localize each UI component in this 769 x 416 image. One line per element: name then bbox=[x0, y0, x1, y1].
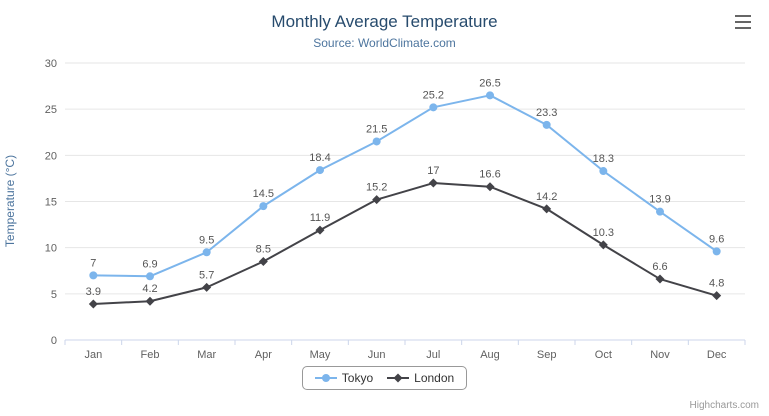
data-label-london: 16.6 bbox=[479, 169, 500, 181]
y-axis-tick-label: 10 bbox=[45, 243, 57, 255]
data-label-tokyo: 26.5 bbox=[479, 77, 500, 89]
marker-tokyo[interactable] bbox=[372, 137, 381, 146]
marker-tokyo[interactable] bbox=[316, 166, 324, 175]
marker-tokyo[interactable] bbox=[202, 248, 211, 257]
y-axis-tick-label: 15 bbox=[45, 197, 57, 209]
legend-label: London bbox=[414, 371, 455, 385]
marker-tokyo[interactable] bbox=[599, 167, 608, 176]
marker-london[interactable] bbox=[712, 291, 722, 301]
data-label-london: 14.2 bbox=[536, 191, 557, 203]
hamburger-bar bbox=[735, 27, 751, 29]
x-axis-tick-label: Dec bbox=[707, 349, 727, 361]
marker-london[interactable] bbox=[315, 225, 325, 235]
series-line-london bbox=[92, 182, 718, 305]
marker-london[interactable] bbox=[485, 182, 495, 192]
marker-tokyo[interactable] bbox=[712, 247, 721, 256]
x-axis-tick-label: Apr bbox=[255, 349, 272, 361]
data-label-london: 4.8 bbox=[709, 278, 724, 290]
x-axis-tick-label: Jul bbox=[426, 349, 440, 361]
data-label-tokyo: 9.6 bbox=[709, 233, 724, 245]
data-label-london: 8.5 bbox=[256, 244, 271, 256]
marker-london[interactable] bbox=[202, 282, 212, 292]
data-label-london: 5.7 bbox=[199, 269, 214, 281]
legend: Tokyo London bbox=[0, 366, 769, 390]
legend-item-london[interactable]: London bbox=[387, 371, 454, 385]
data-label-tokyo: 18.4 bbox=[309, 152, 330, 164]
y-axis-tick-label: 20 bbox=[45, 150, 57, 162]
chart-subtitle: Source: WorldClimate.com bbox=[313, 36, 456, 50]
chart-title: Monthly Average Temperature bbox=[271, 12, 498, 31]
data-label-london: 10.3 bbox=[593, 227, 614, 239]
data-label-tokyo: 7 bbox=[90, 257, 96, 269]
data-label-tokyo: 23.3 bbox=[536, 107, 557, 119]
marker-tokyo[interactable] bbox=[486, 91, 494, 100]
marker-london[interactable] bbox=[598, 240, 608, 250]
x-axis-tick-label: Feb bbox=[141, 349, 160, 361]
x-axis-tick-label: Mar bbox=[197, 349, 216, 361]
marker-tokyo[interactable] bbox=[146, 272, 154, 281]
marker-london[interactable] bbox=[258, 257, 268, 267]
legend-item-tokyo[interactable]: Tokyo bbox=[314, 371, 374, 385]
marker-tokyo[interactable] bbox=[89, 271, 98, 280]
credits-link[interactable]: Highcharts.com bbox=[689, 400, 759, 411]
data-label-london: 4.2 bbox=[142, 283, 157, 295]
legend-inner: Tokyo London bbox=[301, 366, 468, 390]
x-axis-tick-label: Jan bbox=[84, 349, 102, 361]
data-label-tokyo: 9.5 bbox=[199, 234, 214, 246]
data-label-london: 6.6 bbox=[652, 261, 667, 273]
x-axis-tick-label: Aug bbox=[480, 349, 500, 361]
marker-london[interactable] bbox=[655, 274, 665, 284]
y-axis-tick-label: 5 bbox=[51, 289, 57, 301]
marker-tokyo[interactable] bbox=[542, 120, 551, 129]
x-axis-tick-label: Jun bbox=[368, 349, 386, 361]
data-label-tokyo: 14.5 bbox=[253, 188, 274, 200]
data-label-london: 3.9 bbox=[86, 286, 101, 298]
x-axis-tick-label: Sep bbox=[537, 349, 557, 361]
data-label-london: 15.2 bbox=[366, 182, 387, 194]
hamburger-bar bbox=[735, 21, 751, 23]
marker-london[interactable] bbox=[372, 195, 382, 205]
hamburger-menu-icon[interactable] bbox=[731, 12, 755, 32]
data-label-london: 11.9 bbox=[310, 212, 331, 224]
legend-label: Tokyo bbox=[341, 371, 374, 385]
marker-london[interactable] bbox=[88, 299, 98, 309]
marker-london[interactable] bbox=[145, 296, 155, 306]
y-axis-tick-label: 30 bbox=[45, 58, 57, 70]
legend-marker-diamond-icon bbox=[387, 373, 410, 383]
data-label-london: 17 bbox=[427, 165, 439, 177]
data-label-tokyo: 21.5 bbox=[366, 123, 387, 135]
x-axis-tick-label: Oct bbox=[595, 349, 612, 361]
marker-tokyo[interactable] bbox=[259, 202, 268, 211]
y-axis-tick-label: 25 bbox=[45, 104, 57, 116]
x-axis-tick-label: Nov bbox=[650, 349, 670, 361]
marker-london[interactable] bbox=[542, 204, 552, 214]
series-line-tokyo bbox=[92, 94, 718, 278]
y-axis-title: Temperature (°C) bbox=[3, 155, 17, 247]
x-axis-tick-label: May bbox=[310, 349, 331, 361]
hamburger-bar bbox=[735, 15, 751, 17]
marker-tokyo[interactable] bbox=[656, 207, 664, 216]
data-label-tokyo: 25.2 bbox=[423, 89, 444, 101]
data-label-tokyo: 18.3 bbox=[593, 153, 614, 165]
data-label-tokyo: 13.9 bbox=[649, 194, 670, 206]
marker-tokyo[interactable] bbox=[429, 103, 438, 112]
data-label-tokyo: 6.9 bbox=[142, 258, 157, 270]
legend-marker-circle-icon bbox=[314, 374, 337, 382]
marker-london[interactable] bbox=[428, 178, 438, 188]
y-axis-tick-label: 0 bbox=[51, 335, 57, 347]
